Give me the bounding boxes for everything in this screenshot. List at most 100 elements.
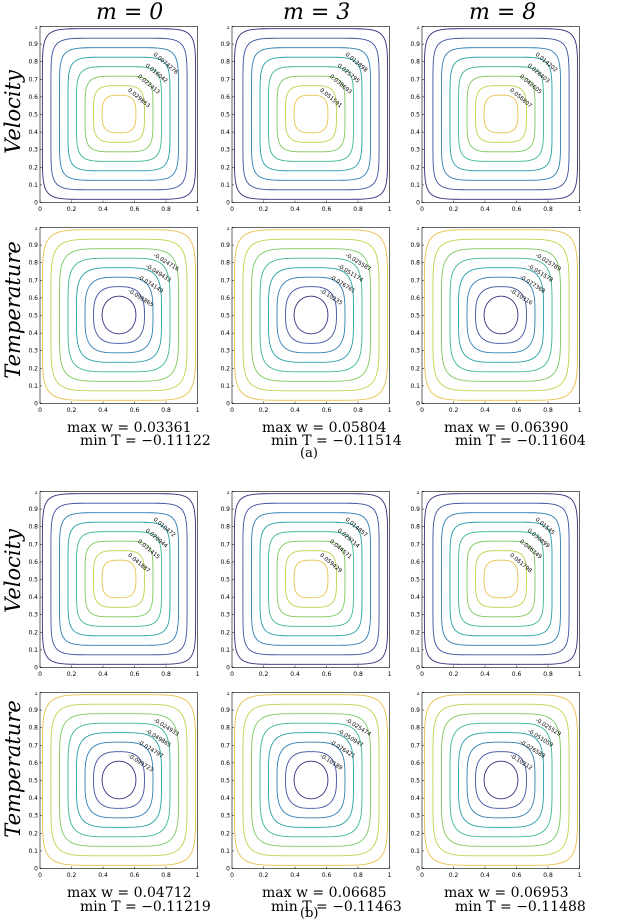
x-tick-label: 0.4 [290,671,300,678]
y-tick-label: 0.8 [28,725,38,732]
y-tick-label: 0.3 [410,813,420,820]
x-tick-label: 1 [196,206,200,213]
contour-line [483,559,519,599]
y-tick-label: 0 [34,866,38,873]
y-tick-label: 0.9 [28,506,38,513]
y-tick-label: 0.2 [28,830,38,837]
y-tick-label: 0.6 [410,295,420,302]
contour-line [233,229,389,401]
y-tick-label: 1 [416,227,420,232]
contour-line [67,257,171,373]
contour-line [101,760,137,800]
x-tick-label: 0.8 [161,872,171,879]
contour-plot-b-temperature-m3: -0.025474-0.050947-0.076421-0.1018900.10… [220,692,391,879]
contour-line [58,512,180,646]
contour-line [67,56,171,172]
contour-line [250,248,372,382]
contour-line [458,531,544,627]
contour-plot-a-temperature-m3: -0.025587-0.051174-0.076761-0.1023500.10… [220,227,391,414]
contour-plot-b-temperature-m0: -0.024933-0.049865-0.074797-0.09972300.1… [28,692,199,879]
y-tick-label: 0.3 [28,147,38,154]
contour-line [466,276,536,354]
x-tick-label: 0 [38,206,42,213]
y-tick-label: 0.5 [410,112,420,119]
contour-line [259,56,363,172]
contour-label: -0.10189 [319,753,344,772]
x-tick-label: 0.2 [259,407,269,414]
y-tick-label: 0.2 [410,629,420,636]
y-tick-label: 0.8 [410,524,420,531]
y-tick-label: 0.7 [410,76,420,83]
contour-line [41,493,197,665]
y-tick-label: 1 [416,692,420,697]
y-tick-label: 0.2 [220,164,230,171]
x-tick-label: 0.2 [67,407,77,414]
y-tick-label: 0.2 [220,830,230,837]
x-tick-label: 0.2 [259,206,269,213]
y-tick-label: 0 [416,665,420,672]
contour-line [268,66,354,162]
y-tick-label: 0.6 [410,760,420,767]
stat-max-w-a-m3: max w = 0.05804 [262,420,387,436]
contour-line [93,751,145,809]
x-tick-label: 0.4 [480,872,490,879]
column-header-m8: m = 8 [469,0,537,25]
y-tick-label: 0 [226,665,230,672]
contour-line [233,28,389,200]
contour-label: 0.029863 [126,88,151,110]
y-tick-label: 1 [34,692,38,697]
contour-line [276,75,346,153]
contour-line [423,694,579,866]
x-tick-label: 0.8 [161,671,171,678]
y-tick-label: 0.4 [220,330,230,337]
contour-line [259,257,363,373]
plot-frame [39,692,198,869]
x-tick-label: 0 [420,671,424,678]
contour-label: -0.099723 [127,753,155,774]
stat-min-t-a-m0: min T = −0.11122 [80,433,211,449]
contour-line [293,295,329,335]
x-tick-label: 0 [230,872,234,879]
y-tick-label: 0.6 [220,295,230,302]
y-tick-label: 0.6 [28,559,38,566]
x-tick-label: 0.4 [290,206,300,213]
stat-max-w-a-m8: max w = 0.06390 [444,420,569,436]
contour-line [250,512,372,646]
y-tick-label: 0.6 [28,295,38,302]
contour-line [276,276,346,354]
contour-plot-a-temperature-m8: -0.025789-0.051578-0.077368-0.1031600.10… [410,227,581,414]
y-tick-label: 0.4 [410,594,420,601]
y-tick-label: 1 [226,227,230,232]
x-tick-label: 0 [230,407,234,414]
x-tick-label: 0.4 [98,407,108,414]
y-tick-label: 0 [34,401,38,408]
contour-line [293,94,329,134]
contour-line [58,47,180,181]
plot-frame [421,227,580,404]
x-tick-label: 0.8 [353,407,363,414]
x-tick-label: 0 [38,407,42,414]
x-tick-label: 0.8 [353,872,363,879]
y-tick-label: 0 [34,665,38,672]
contour-line [466,741,536,819]
y-tick-label: 0.1 [28,848,38,855]
contour-line [423,28,579,200]
contour-line [76,732,162,828]
y-tick-label: 0.7 [220,742,230,749]
contour-line [440,47,562,181]
plot-frame [39,26,198,203]
contour-line [293,760,329,800]
y-tick-label: 0.2 [220,365,230,372]
column-header-m3: m = 3 [283,0,351,25]
contour-line [483,295,519,335]
contour-line [293,559,329,599]
y-tick-label: 0.6 [28,760,38,767]
y-tick-label: 0 [416,200,420,207]
y-tick-label: 0.8 [410,725,420,732]
y-tick-label: 0.3 [220,813,230,820]
stat-max-w-b-m8: max w = 0.06953 [444,885,569,901]
y-tick-label: 0.9 [220,506,230,513]
contour-line [458,267,544,363]
y-tick-label: 0 [34,200,38,207]
x-tick-label: 1 [578,872,582,879]
